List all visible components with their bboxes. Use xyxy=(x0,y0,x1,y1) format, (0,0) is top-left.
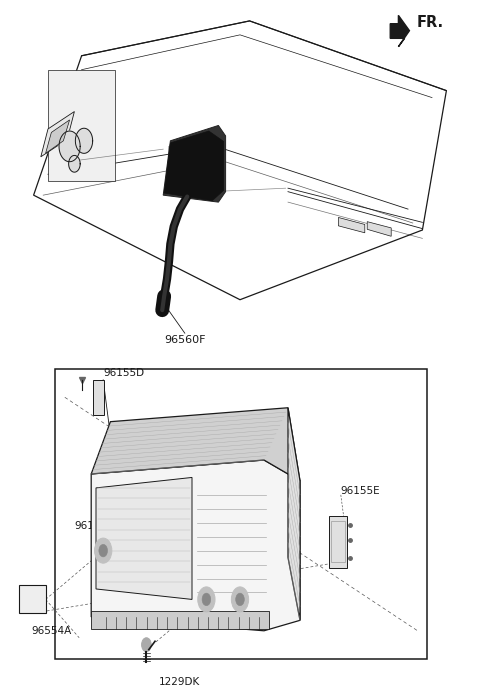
Bar xyxy=(19,585,46,613)
Polygon shape xyxy=(93,380,104,415)
Text: 1229DK: 1229DK xyxy=(158,677,200,687)
Polygon shape xyxy=(288,408,300,620)
Bar xyxy=(48,70,115,181)
Text: 96155D: 96155D xyxy=(103,368,144,378)
Polygon shape xyxy=(34,21,446,300)
Text: 96155E: 96155E xyxy=(341,487,381,496)
Polygon shape xyxy=(41,112,74,157)
Polygon shape xyxy=(163,125,226,202)
Text: 96173: 96173 xyxy=(74,521,108,531)
Polygon shape xyxy=(390,15,409,47)
Bar xyxy=(55,369,427,659)
Circle shape xyxy=(198,587,215,612)
Polygon shape xyxy=(338,217,365,233)
Polygon shape xyxy=(91,408,300,481)
Circle shape xyxy=(202,593,211,606)
Text: 96173: 96173 xyxy=(187,591,220,601)
Circle shape xyxy=(99,544,108,557)
Polygon shape xyxy=(164,131,224,201)
Polygon shape xyxy=(96,477,192,599)
Polygon shape xyxy=(91,460,300,631)
Bar xyxy=(91,611,269,629)
Text: 96554A: 96554A xyxy=(31,626,72,636)
Text: 96560F: 96560F xyxy=(164,335,205,344)
Circle shape xyxy=(236,593,244,606)
Circle shape xyxy=(231,587,249,612)
Polygon shape xyxy=(59,131,80,162)
Polygon shape xyxy=(75,128,93,153)
Text: FR.: FR. xyxy=(417,15,444,31)
Polygon shape xyxy=(69,155,80,172)
Polygon shape xyxy=(367,222,391,236)
Circle shape xyxy=(95,538,112,563)
Circle shape xyxy=(142,638,151,652)
Bar xyxy=(329,516,347,568)
Bar xyxy=(331,521,345,562)
Polygon shape xyxy=(46,120,70,153)
